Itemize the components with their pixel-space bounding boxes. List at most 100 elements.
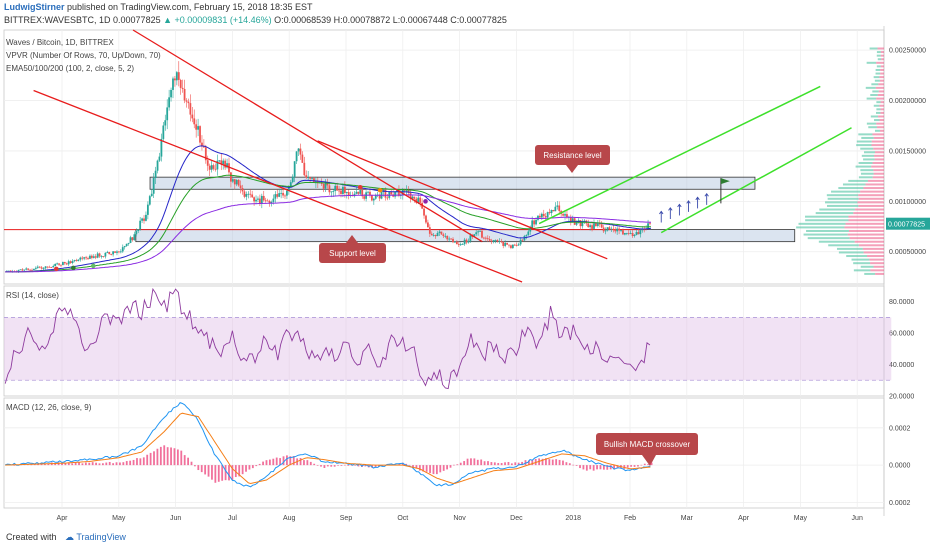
candle-body	[355, 191, 358, 194]
candle-body	[170, 89, 172, 98]
candle-body	[427, 222, 429, 228]
macd-hist-bar	[585, 465, 588, 471]
vp-bar-up	[858, 133, 873, 136]
macd-hist-bar	[541, 458, 544, 466]
macd-hist-bar	[71, 463, 74, 466]
signal-line	[5, 412, 651, 485]
candle-body	[125, 243, 128, 247]
candle-body	[623, 233, 626, 235]
candle-body	[571, 218, 574, 222]
macd-tick-label: 0.0000	[889, 463, 911, 470]
candle-body	[405, 190, 408, 192]
vp-bar-up	[866, 122, 877, 125]
candle-body	[544, 216, 547, 218]
candle-body	[270, 201, 273, 204]
x-tick-label: Jul	[228, 515, 237, 522]
candle-body	[106, 251, 109, 253]
x-tick-label: Jun	[170, 515, 181, 522]
candle-body	[81, 257, 84, 259]
candle-body	[608, 227, 611, 229]
candle-body	[38, 266, 41, 268]
price-tick-label: 0.00200000	[889, 98, 926, 105]
candle-body	[614, 229, 617, 232]
candle-body	[150, 193, 153, 197]
candle-body	[110, 254, 113, 255]
macd-callout-box	[596, 433, 698, 455]
macd-label: MACD (12, 26, close, 9)	[6, 403, 92, 412]
candle-body	[40, 267, 43, 269]
macd-hist-bar	[378, 465, 380, 467]
candle-body	[19, 269, 22, 271]
candle-body	[554, 206, 557, 212]
vp-bar-up	[861, 154, 875, 157]
footer-brand[interactable]: TradingView	[76, 532, 126, 542]
candle-body	[199, 126, 201, 143]
macd-hist-bar	[54, 463, 57, 466]
candle-body	[430, 233, 433, 236]
candle-body	[367, 191, 369, 193]
macd-hist-bar	[313, 463, 316, 466]
candle-body	[591, 225, 593, 229]
vp-bar-up	[825, 201, 858, 204]
vp-bar-up	[874, 119, 880, 122]
candle-body	[27, 268, 30, 270]
support-callout-box	[319, 243, 386, 263]
candle-body	[34, 267, 37, 269]
macd-hist-bar	[364, 465, 367, 467]
macd-hist-bar	[374, 465, 377, 468]
candle-body	[569, 216, 572, 222]
macd-hist-bar	[306, 460, 309, 466]
candle-body	[305, 175, 308, 178]
macd-hist-bar	[429, 465, 431, 474]
macd-hist-bar	[156, 448, 159, 466]
candle-body	[44, 266, 47, 269]
x-tick-label: Mar	[681, 515, 694, 522]
macd-hist-bar	[616, 465, 619, 469]
vp-bar-up	[815, 212, 854, 215]
macd-hist-bar	[555, 459, 558, 466]
author-link[interactable]: LudwigStirner	[4, 2, 65, 12]
macd-hist-bar	[545, 458, 547, 466]
candle-body	[575, 222, 578, 225]
candle-body	[390, 191, 393, 195]
macd-hist-bar	[74, 462, 77, 466]
macd-hist-bar	[449, 465, 452, 468]
candle-body	[521, 239, 524, 241]
candle-body	[500, 241, 503, 242]
rsi-line	[4, 287, 651, 390]
macd-hist-bar	[517, 462, 520, 466]
vp-bar-up	[807, 237, 850, 240]
macd-hist-bar	[514, 462, 517, 466]
candle-body	[62, 262, 64, 266]
projection-arrow-head	[668, 207, 673, 211]
candle-body	[378, 194, 381, 199]
vp-bar-down	[872, 161, 884, 164]
macd-hist-bar	[47, 463, 50, 466]
vp-bar-down	[880, 65, 884, 68]
candle-body	[143, 218, 145, 221]
vp-bar-down	[863, 187, 884, 190]
macd-hist-bar	[497, 462, 500, 466]
candle-body	[77, 259, 80, 262]
candle-body	[102, 256, 105, 257]
footer: Created with ☁ TradingView	[6, 532, 126, 543]
vp-bar-up	[836, 247, 863, 250]
candle-body	[98, 253, 101, 257]
macd-hist-bar	[412, 465, 414, 468]
support-callout-pointer	[346, 235, 358, 243]
candle-body	[361, 190, 364, 197]
macd-hist-bar	[30, 464, 33, 466]
macd-hist-bar	[575, 465, 578, 466]
candle-body	[226, 163, 228, 168]
macd-callout-pointer	[642, 455, 656, 466]
ema-cross-marker	[377, 187, 383, 193]
vp-bar-up	[819, 208, 855, 211]
macd-hist-bar	[487, 461, 489, 466]
macd-hist-bar	[119, 462, 121, 466]
vp-bar-up	[870, 94, 878, 97]
candle-body	[465, 239, 468, 243]
vp-bar-down	[865, 183, 884, 186]
vp-bar-down	[845, 222, 884, 225]
